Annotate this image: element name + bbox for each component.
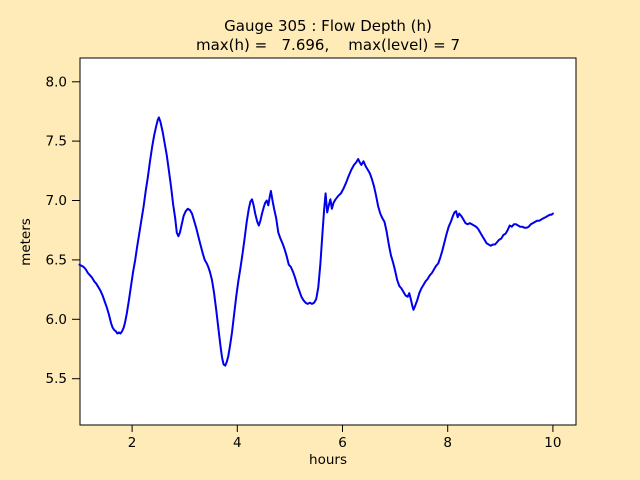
- y-axis-label: meters: [18, 218, 34, 266]
- plot-area: [79, 57, 577, 426]
- x-tick-label: 4: [233, 435, 242, 451]
- x-axis-ticks: 2 4 6 8 10: [128, 425, 561, 451]
- y-axis-ticks: 5.5 6.0 6.5 7.0 7.5 8.0: [46, 74, 80, 387]
- y-tick-label: 8.0: [46, 74, 67, 90]
- y-tick-label: 6.5: [46, 252, 67, 268]
- y-tick-label: 6.0: [46, 312, 67, 328]
- x-axis-label: hours: [309, 452, 347, 468]
- x-tick-label: 10: [544, 435, 561, 451]
- y-tick-label: 5.5: [46, 371, 67, 387]
- chart-subtitle: max(h) = 7.696, max(level) = 7: [196, 36, 460, 54]
- y-tick-label: 7.5: [46, 134, 67, 150]
- chart-title: Gauge 305 : Flow Depth (h): [224, 17, 432, 35]
- x-tick-label: 2: [128, 435, 137, 451]
- x-tick-label: 6: [338, 435, 347, 451]
- flow-depth-line: [78, 116, 554, 367]
- x-tick-label: 8: [443, 435, 452, 451]
- y-tick-label: 7.0: [46, 193, 67, 209]
